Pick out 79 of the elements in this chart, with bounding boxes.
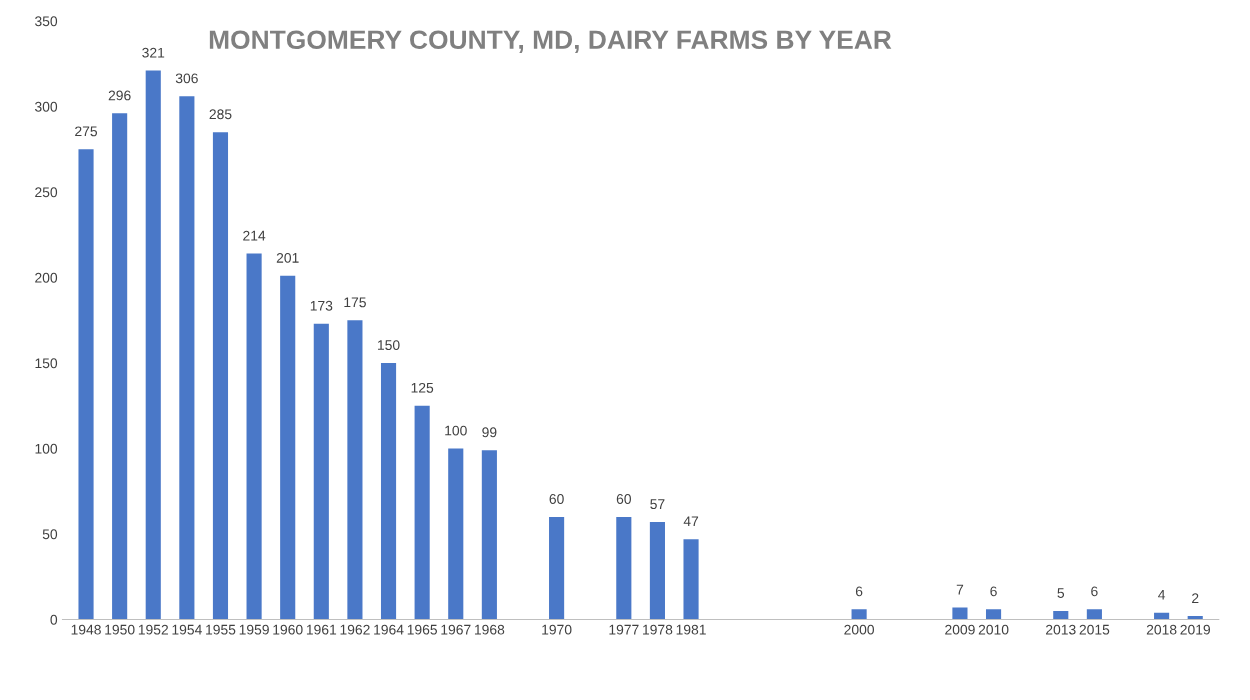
data-label: 60 [549,494,564,504]
x-tick-label: 2010 [978,624,1009,635]
data-label: 6 [1091,586,1098,597]
x-tick-label: 1968 [474,624,505,635]
x-tick-label: 1955 [206,624,236,635]
data-label: 150 [378,340,400,350]
bar [280,275,296,620]
bar [112,113,128,620]
x-tick-label: 1970 [542,624,572,635]
y-tick-label: 50 [42,529,58,540]
x-tick-label: 1965 [407,624,438,635]
y-tick-label: 300 [35,101,58,112]
data-label: 5 [1057,588,1065,598]
bar [414,405,430,620]
data-label: 125 [411,382,434,393]
data-label: 57 [650,499,665,510]
bar [1086,609,1102,620]
data-label: 6 [855,586,863,597]
bar [481,450,497,620]
data-label: 47 [683,516,699,526]
data-label: 275 [75,126,98,137]
data-label: 285 [209,109,232,120]
bar [616,516,632,620]
y-tick-label: 350 [35,16,58,27]
bar [1053,610,1069,620]
bar [347,320,363,620]
x-tick-label: 2009 [945,624,975,635]
data-label: 296 [108,90,131,101]
x-tick-label: 1977 [609,624,639,635]
y-tick-label: 150 [35,358,58,369]
bar [145,70,161,620]
data-label: 100 [445,425,467,436]
x-tick-label: 1981 [676,624,706,635]
data-label: 2 [1192,593,1199,603]
data-label: 6 [990,586,997,597]
x-tick-label: 1961 [306,624,337,635]
bar [448,448,464,620]
x-tick-label: 1964 [374,624,404,635]
x-tick-label: 1952 [138,624,169,635]
y-tick-label: 100 [35,443,58,454]
y-tick-label: 0 [50,614,58,625]
x-tick-label: 1950 [105,624,135,635]
bar [78,149,94,620]
x-tick-label: 1962 [340,624,370,635]
y-tick-label: 250 [35,187,58,198]
data-label: 175 [344,297,366,308]
chart-title: MONTGOMERY COUNTY, MD, DAIRY FARMS BY YEAR [209,30,892,53]
x-tick-label: 2019 [1180,624,1211,635]
data-label: 321 [142,47,165,58]
data-label: 306 [175,73,198,84]
data-label: 99 [482,427,497,438]
x-tick-label: 1948 [71,624,101,635]
data-label: 7 [956,584,964,595]
bar [952,607,968,620]
data-label: 60 [616,494,631,504]
x-tick-label: 2015 [1079,624,1110,635]
x-tick-label: 2000 [844,624,875,635]
bar [683,539,699,620]
bar [313,323,329,620]
bar [549,516,565,620]
x-tick-label: 2013 [1046,624,1076,635]
x-tick-label: 1960 [273,624,303,635]
bar [380,363,397,620]
y-tick-label: 200 [35,272,58,283]
bar [649,522,665,620]
x-tick-label: 1978 [643,624,673,635]
data-label: 4 [1158,589,1166,600]
x-tick-label: 1954 [172,624,202,635]
data-label: 173 [310,300,333,311]
bar [851,609,867,620]
x-tick-label: 1967 [441,624,471,635]
bar [212,132,229,620]
x-tick-label: 1959 [239,624,269,635]
bar [985,609,1002,620]
bar [179,96,195,620]
data-label: 201 [276,252,299,263]
x-tick-label: 2018 [1146,624,1177,635]
data-label: 214 [243,230,266,241]
bar [246,253,262,620]
